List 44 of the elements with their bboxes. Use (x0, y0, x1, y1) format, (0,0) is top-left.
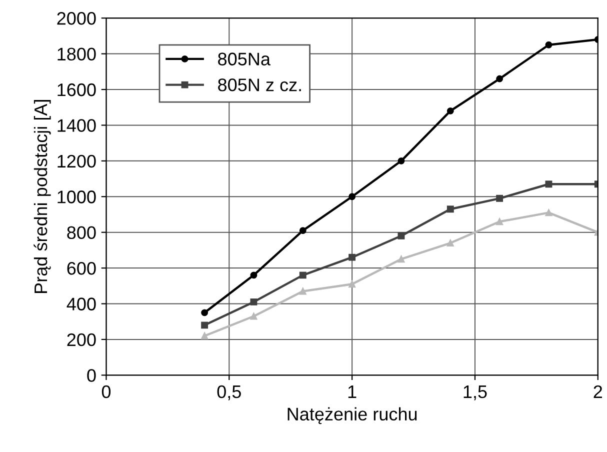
y-tick-label: 1000 (58, 190, 96, 204)
y-tick-label: 0 (87, 369, 96, 382)
x-tick-label: 2 (594, 385, 602, 398)
y-tick-label: 1400 (58, 119, 96, 132)
point (496, 218, 504, 226)
point (545, 180, 552, 188)
point (545, 41, 552, 48)
point (201, 322, 208, 329)
point (299, 227, 306, 234)
point (348, 193, 356, 200)
point (348, 280, 356, 288)
point (250, 298, 258, 306)
point (496, 194, 504, 202)
legend-label: 805N z cz. (218, 78, 301, 92)
x-tick-label: 1,5 (464, 386, 487, 400)
point (398, 256, 405, 263)
point (201, 332, 208, 340)
x-tick-label: 0,5 (217, 385, 241, 400)
y-tick-label: 400 (66, 298, 96, 310)
point (545, 209, 552, 216)
y-tick-label: 200 (67, 333, 96, 346)
legend-label: 805Na (218, 52, 270, 66)
y-tick-label: 800 (67, 226, 96, 240)
y-tick-label: 600 (67, 262, 96, 275)
point (398, 157, 405, 164)
point (299, 288, 306, 295)
point (496, 75, 504, 82)
point (446, 206, 454, 213)
x-tick-label: 1 (348, 386, 356, 398)
point (348, 254, 356, 261)
point (446, 240, 454, 247)
point (398, 232, 405, 240)
point (201, 309, 208, 316)
y-tick-label: 1600 (58, 83, 96, 96)
y-axis-title: Prąd średni podstacji [A] (34, 100, 51, 293)
point (299, 272, 306, 279)
y-tick-label: 2000 (57, 12, 96, 25)
y-tick-label: 1200 (58, 154, 96, 168)
x-tick-label: 0 (102, 385, 111, 398)
x-axis-title: Natężenie ruchu (288, 407, 417, 424)
point (250, 272, 258, 279)
point (446, 107, 454, 114)
point (250, 312, 258, 320)
y-tick-label: 1800 (58, 48, 96, 61)
